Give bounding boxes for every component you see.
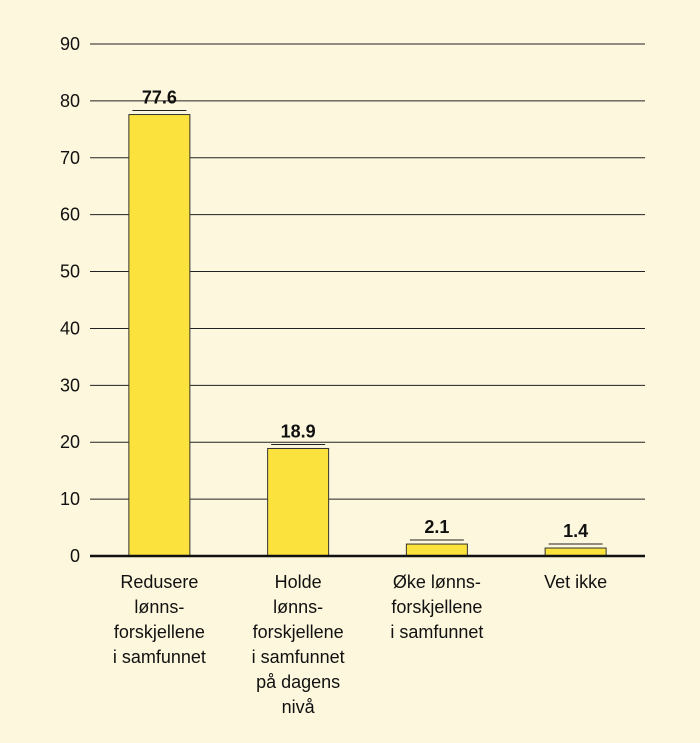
x-tick-label-line: lønns- [273,597,323,617]
y-tick-label: 40 [60,318,80,338]
x-tick-label-line: Vet ikke [544,572,607,592]
x-tick-label: Øke lønns-forskjellene i samfunnet [390,572,483,642]
x-tick-label-line: forskjellene [391,597,482,617]
x-tick-label-line: forskjellene [114,622,205,642]
bar [128,114,191,557]
y-tick-label: 90 [60,34,80,54]
bar [405,543,468,557]
data-label: 77.6 [142,88,177,108]
y-tick-label: 50 [60,262,80,282]
x-tick-label-line: i samfunnet [252,647,345,667]
x-tick-label-line: Redusere [120,572,198,592]
y-tick-label: 30 [60,375,80,395]
y-tick-label: 20 [60,432,80,452]
x-tick-label-line: forskjellene [253,622,344,642]
y-tick-label: 80 [60,91,80,111]
y-tick-label: 0 [70,546,80,566]
x-tick-label-line: lønns- [134,597,184,617]
x-tick-label: Holde lønns-forskjellene i samfunnet på dag… [252,572,345,717]
x-tick-label: Redusere lønns-forskjellene i samfunnet [113,572,206,667]
bar [267,447,330,557]
data-label: 18.9 [281,421,316,441]
x-tick-label-line: i samfunnet [113,647,206,667]
x-tick-label-line: på dagens [256,672,340,692]
x-tick-label-line: Øke lønns- [393,572,481,592]
data-label: 2.1 [424,517,449,537]
x-tick-label-line: Holde [275,572,322,592]
x-tick-label: Vet ikke [544,572,607,592]
y-tick-label: 60 [60,205,80,225]
x-tick-label-line: nivå [282,697,316,717]
data-label: 1.4 [563,521,588,541]
x-tick-label-line: i samfunnet [390,622,483,642]
y-tick-label: 10 [60,489,80,509]
y-tick-label: 70 [60,148,80,168]
